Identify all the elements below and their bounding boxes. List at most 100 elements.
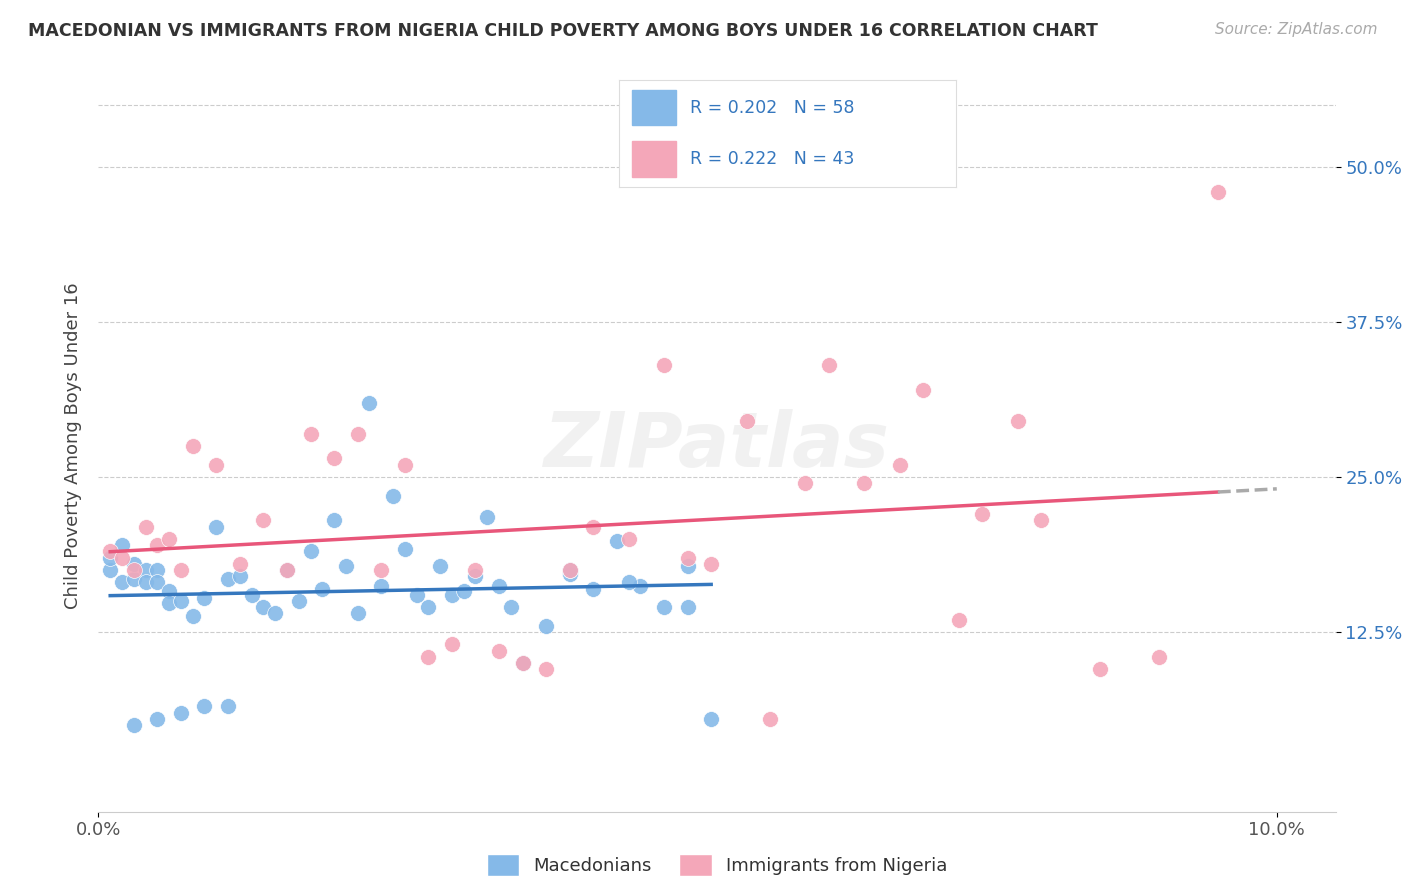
Bar	[633, 90, 676, 125]
Text: MACEDONIAN VS IMMIGRANTS FROM NIGERIA CHILD POVERTY AMONG BOYS UNDER 16 CORRELAT: MACEDONIAN VS IMMIGRANTS FROM NIGERIA CH…	[28, 22, 1098, 40]
Point	[652, 600, 675, 615]
Point	[252, 513, 274, 527]
Point	[335, 559, 357, 574]
Point	[252, 600, 274, 615]
Text: Source: ZipAtlas.com: Source: ZipAtlas.com	[1215, 22, 1378, 37]
Point	[122, 572, 145, 586]
Point	[418, 600, 440, 615]
Point	[735, 414, 758, 428]
Point	[617, 532, 640, 546]
Point	[323, 513, 346, 527]
Point	[488, 643, 510, 657]
Point	[582, 519, 605, 533]
Text: R = 0.222   N = 43: R = 0.222 N = 43	[689, 151, 853, 169]
Point	[382, 489, 405, 503]
Point	[464, 563, 486, 577]
Point	[146, 563, 169, 577]
Point	[582, 582, 605, 596]
Point	[229, 569, 252, 583]
Point	[676, 550, 699, 565]
Point	[853, 476, 876, 491]
Point	[429, 559, 451, 574]
Point	[122, 557, 145, 571]
Point	[135, 519, 157, 533]
Point	[276, 563, 298, 577]
Point	[205, 458, 228, 472]
Point	[972, 507, 994, 521]
Point	[606, 534, 628, 549]
Point	[676, 559, 699, 574]
Point	[359, 395, 381, 409]
Text: ZIPatlas: ZIPatlas	[544, 409, 890, 483]
Bar	[633, 141, 676, 177]
Point	[311, 582, 333, 596]
Point	[217, 572, 239, 586]
Point	[299, 544, 322, 558]
Point	[405, 588, 427, 602]
Point	[170, 563, 193, 577]
Point	[276, 563, 298, 577]
Point	[948, 613, 970, 627]
Point	[1088, 662, 1111, 676]
Point	[146, 538, 169, 552]
Y-axis label: Child Poverty Among Boys Under 16: Child Poverty Among Boys Under 16	[63, 283, 82, 609]
Point	[111, 550, 134, 565]
Point	[512, 656, 534, 670]
Point	[193, 591, 215, 606]
Point	[98, 550, 121, 565]
Point	[558, 563, 581, 577]
Point	[794, 476, 817, 491]
Point	[440, 637, 463, 651]
Point	[652, 359, 675, 373]
Point	[759, 712, 782, 726]
Point	[122, 563, 145, 577]
Point	[170, 706, 193, 720]
Point	[299, 426, 322, 441]
Point	[394, 541, 416, 556]
Point	[558, 566, 581, 581]
Point	[135, 563, 157, 577]
Point	[617, 575, 640, 590]
Point	[818, 359, 841, 373]
Point	[170, 594, 193, 608]
Point	[122, 718, 145, 732]
Legend: Macedonians, Immigrants from Nigeria: Macedonians, Immigrants from Nigeria	[479, 847, 955, 883]
Point	[453, 584, 475, 599]
Point	[264, 607, 287, 621]
Point	[193, 699, 215, 714]
Point	[146, 575, 169, 590]
Point	[1007, 414, 1029, 428]
Point	[181, 608, 204, 623]
Point	[98, 563, 121, 577]
Point	[558, 563, 581, 577]
Text: R = 0.202   N = 58: R = 0.202 N = 58	[689, 99, 853, 117]
Point	[346, 426, 368, 441]
Point	[181, 439, 204, 453]
Point	[418, 649, 440, 664]
Point	[630, 579, 652, 593]
Point	[512, 656, 534, 670]
Point	[534, 619, 557, 633]
Point	[676, 600, 699, 615]
Point	[98, 544, 121, 558]
Point	[157, 532, 180, 546]
Point	[499, 600, 522, 615]
Point	[1029, 513, 1052, 527]
Point	[488, 579, 510, 593]
Point	[205, 519, 228, 533]
Point	[287, 594, 309, 608]
Point	[157, 597, 180, 611]
Point	[111, 538, 134, 552]
Point	[240, 588, 263, 602]
Point	[1147, 649, 1170, 664]
Point	[111, 575, 134, 590]
Point	[323, 451, 346, 466]
Point	[1206, 185, 1229, 199]
Point	[370, 563, 392, 577]
Point	[477, 509, 499, 524]
Point	[229, 557, 252, 571]
Point	[346, 607, 368, 621]
Point	[464, 569, 486, 583]
Point	[370, 579, 392, 593]
Point	[912, 383, 935, 397]
